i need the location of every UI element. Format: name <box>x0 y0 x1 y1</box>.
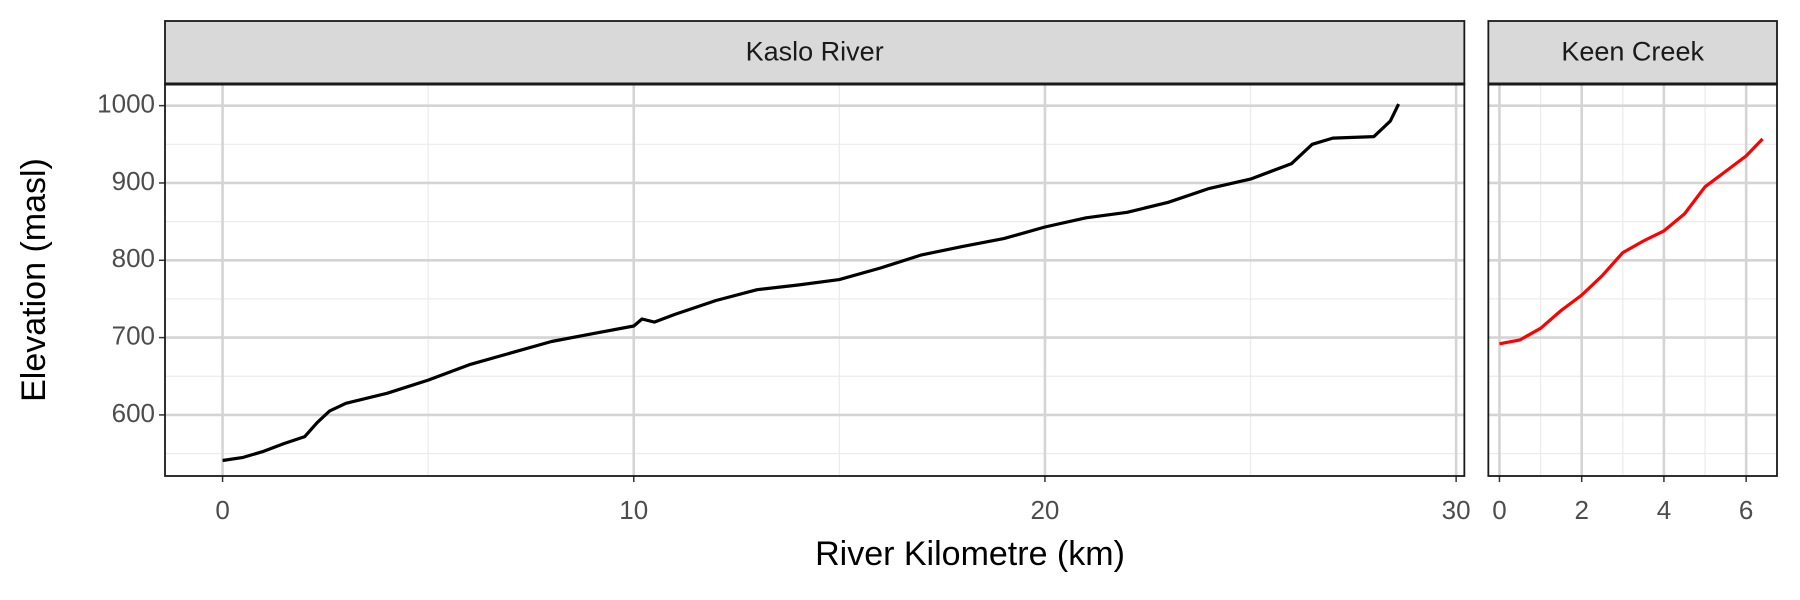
line <box>1499 137 1764 346</box>
facet-title: Keen Creek <box>1561 37 1704 67</box>
line <box>222 103 1401 463</box>
x-axis-title: River Kilometre (km) <box>815 535 1125 573</box>
x-tick-label: 4 <box>1657 495 1671 525</box>
facet-strip <box>164 20 1466 85</box>
y-tick-label: 600 <box>112 398 155 428</box>
facet-strip <box>1487 20 1778 85</box>
y-tick-label: 1000 <box>97 89 155 119</box>
x-tick-label: 10 <box>619 495 648 525</box>
panel-background <box>1488 84 1777 476</box>
panel-background <box>165 84 1465 476</box>
y-tick-label: 800 <box>112 243 155 273</box>
x-tick-label: 20 <box>1030 495 1059 525</box>
x-tick-label: 0 <box>215 495 229 525</box>
x-tick-label: 0 <box>1492 495 1506 525</box>
y-axis-title: Elevation (masl) <box>15 158 53 402</box>
y-tick-label: 900 <box>112 166 155 196</box>
x-tick-label: 30 <box>1442 495 1471 525</box>
x-tick-label: 2 <box>1574 495 1588 525</box>
facet-title: Kaslo River <box>746 37 884 67</box>
x-tick-label: 6 <box>1739 495 1753 525</box>
y-tick-label: 700 <box>112 320 155 350</box>
